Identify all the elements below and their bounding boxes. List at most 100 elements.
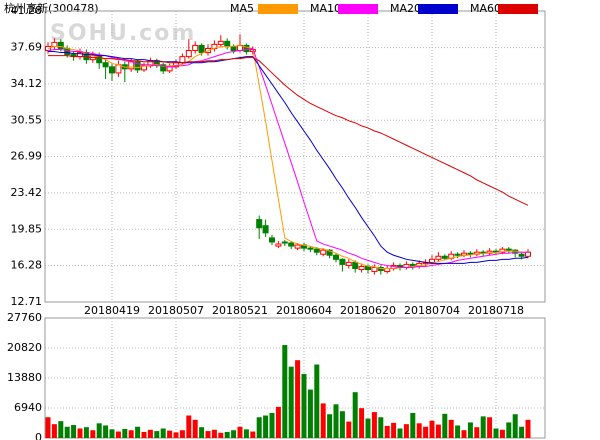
candle-body (64, 47, 71, 56)
volume-bar (231, 430, 237, 438)
volume-bar (45, 417, 51, 438)
volume-bar (250, 431, 256, 438)
candle-body (224, 40, 231, 47)
candle-body (307, 247, 314, 250)
volume-bar (378, 417, 384, 438)
candle-body (281, 241, 288, 244)
volume-bar (179, 430, 185, 438)
volume-bar (333, 404, 339, 438)
volume-bar (90, 430, 96, 438)
volume-bar (435, 424, 441, 438)
candle-body (243, 44, 250, 53)
volume-bar (467, 422, 473, 438)
candle-body (435, 255, 442, 260)
volume-bar (416, 423, 422, 438)
candle-body (256, 219, 263, 229)
ma-line (48, 55, 529, 206)
candle-body (313, 248, 320, 253)
volume-bar (199, 427, 205, 438)
candle-body (429, 258, 435, 263)
volume-bar (167, 430, 173, 438)
y-tick-label: 16.28 (11, 259, 43, 272)
volume-bar (141, 431, 147, 438)
volume-bar (519, 426, 525, 438)
candle-body (320, 249, 327, 255)
x-tick-label: 20180419 (84, 304, 140, 317)
plot-frame (44, 317, 546, 439)
legend-label: MA60 (470, 2, 501, 15)
volume-bar (64, 426, 70, 438)
candle-body (339, 258, 346, 265)
volume-bar (359, 408, 365, 438)
candle-body (192, 44, 199, 52)
volume-bar (301, 374, 307, 438)
volume-bar (410, 412, 416, 438)
volume-bar (218, 432, 224, 438)
volume-bar (474, 427, 480, 438)
legend-label: MA20 (390, 2, 421, 15)
volume-bar (275, 406, 281, 438)
legend-label: MA5 (230, 2, 254, 15)
volume-bar (371, 412, 377, 438)
volume-bar (442, 413, 448, 438)
ma-line (47, 45, 528, 269)
volume-bar (429, 420, 435, 438)
volume-bar (352, 392, 358, 438)
y-tick-label: 30.55 (11, 113, 43, 126)
volume-bar (109, 429, 115, 438)
volume-bar (269, 412, 275, 438)
candle-body (288, 242, 295, 247)
candle-body (269, 237, 275, 243)
volume-bar (186, 415, 192, 438)
legend-swatch (338, 4, 378, 14)
volume-bar (423, 426, 429, 438)
candle-body (198, 44, 205, 54)
candle-body (179, 56, 186, 64)
volume-bar (58, 421, 64, 438)
volume-bar (103, 425, 109, 438)
candle-body (102, 62, 109, 68)
volume-bar (160, 428, 166, 438)
volume-bar (147, 429, 153, 438)
legend-swatch (498, 4, 538, 14)
volume-bar (173, 432, 179, 438)
volume-bar (346, 421, 352, 438)
volume-bar (307, 389, 313, 438)
volume-bar (224, 431, 230, 438)
volume-bar (77, 428, 83, 438)
candle-body (358, 265, 365, 271)
candle-body (185, 50, 192, 58)
volume-bar (384, 425, 390, 438)
volume-bar (327, 414, 333, 438)
volume-bar (243, 429, 249, 438)
x-tick-label: 20180620 (340, 304, 396, 317)
y-tick-label: 37.69 (11, 41, 43, 54)
volume-bar (154, 431, 160, 438)
volume-bar (455, 425, 461, 438)
volume-bar (493, 428, 499, 438)
x-tick-label: 20180718 (468, 304, 524, 317)
volume-bar (128, 430, 134, 438)
volume-bar (282, 345, 288, 438)
candle-body (441, 255, 448, 259)
candle-body (262, 225, 269, 234)
volume-bar (83, 427, 89, 438)
legend-label: MA10 (310, 2, 341, 15)
volume-bar (403, 424, 409, 438)
volume-bar (314, 364, 320, 438)
volume-bar (448, 419, 454, 438)
candle-body (333, 254, 339, 260)
candle-body (109, 66, 115, 74)
y-tick-label: 34.12 (11, 77, 43, 90)
y-tick-label: 20820 (7, 341, 42, 354)
volume-bar (115, 431, 121, 438)
volume-bar (397, 428, 403, 438)
volume-bar (512, 414, 518, 438)
candle-body (352, 261, 359, 269)
volume-bar (192, 419, 198, 438)
candle-body (467, 252, 474, 255)
ma-line (48, 51, 529, 264)
candle-body (505, 248, 512, 251)
candle-body (134, 61, 141, 71)
